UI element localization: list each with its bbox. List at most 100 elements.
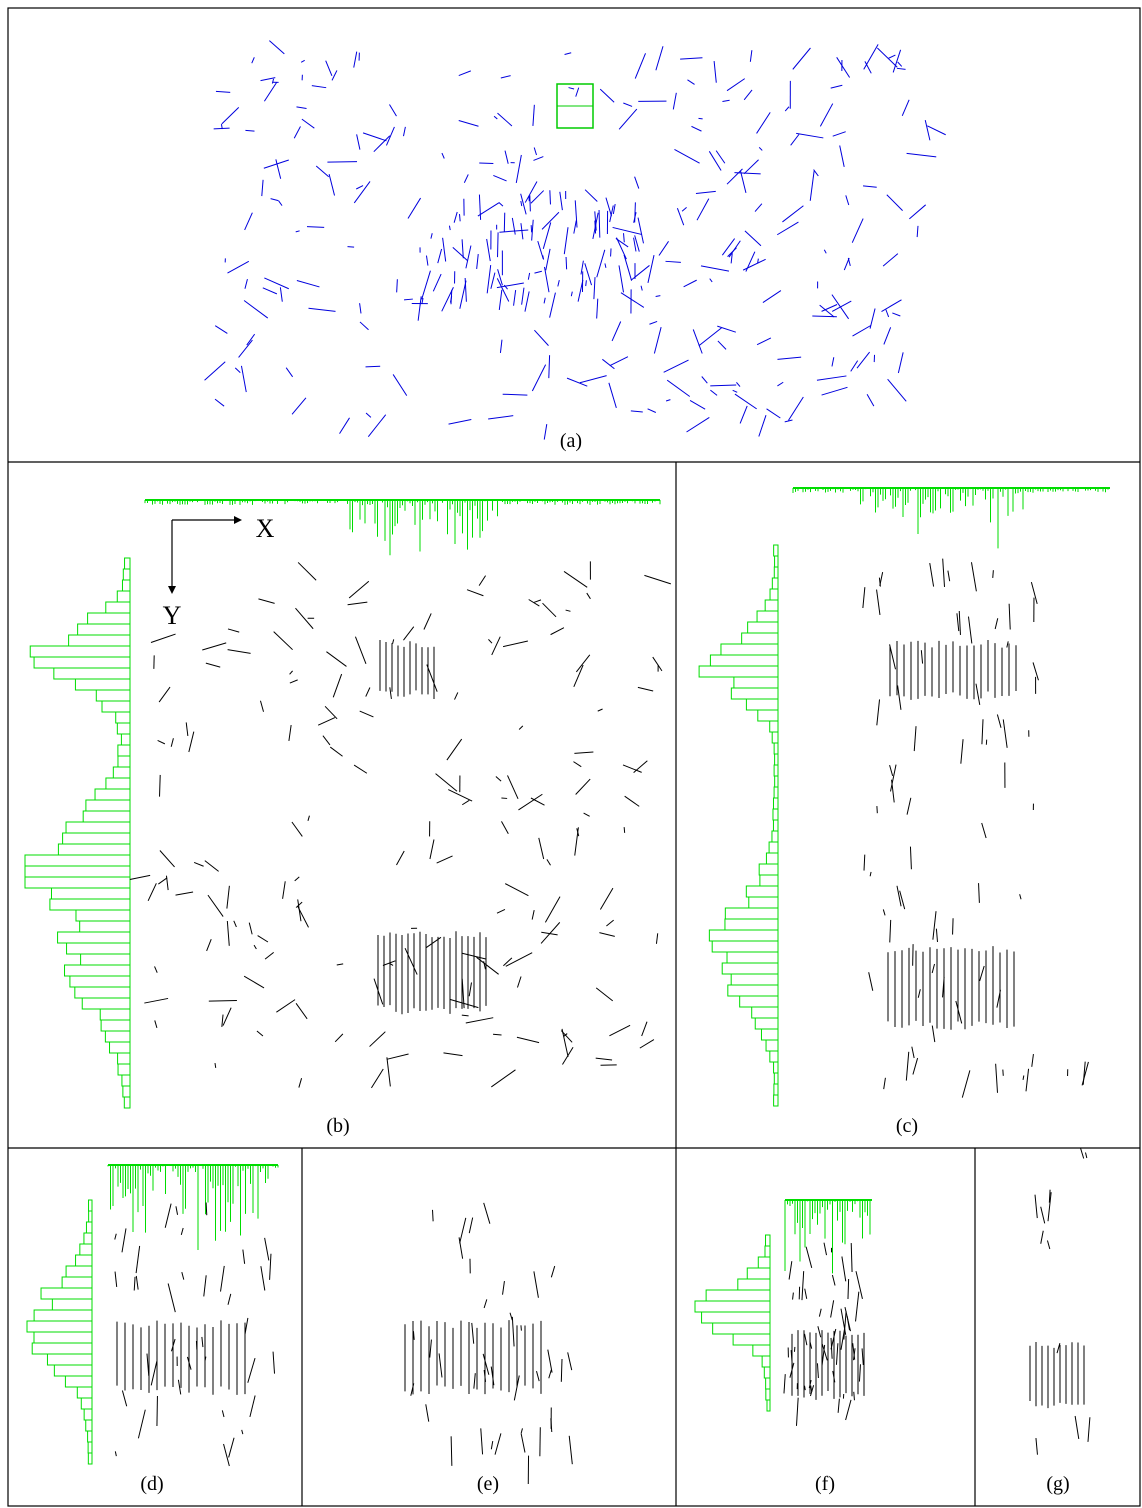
edge-fragment bbox=[575, 87, 580, 97]
edge-fragment bbox=[1034, 1194, 1038, 1219]
edge-fragment bbox=[226, 885, 230, 909]
edge-fragment bbox=[584, 263, 593, 286]
edge-fragment bbox=[288, 725, 292, 741]
edge-fragment bbox=[241, 1429, 244, 1435]
edge-fragment bbox=[478, 194, 482, 220]
edge-fragment bbox=[633, 237, 637, 252]
edge-fragment bbox=[261, 179, 264, 197]
edge-fragment bbox=[207, 894, 224, 917]
edge-fragment bbox=[899, 890, 906, 910]
edge-fragment bbox=[901, 99, 910, 117]
edge-fragment bbox=[477, 202, 500, 217]
edge-fragment bbox=[695, 190, 716, 195]
edge-fragment bbox=[956, 613, 960, 632]
histogram-bin bbox=[771, 577, 779, 590]
edge-fragment bbox=[181, 1272, 185, 1280]
edge-fragment bbox=[609, 1024, 631, 1037]
histogram-bin bbox=[769, 1050, 779, 1063]
histogram-bin bbox=[117, 744, 131, 757]
histogram-bin bbox=[26, 1320, 93, 1333]
histogram-bin bbox=[758, 863, 779, 876]
edge-fragment bbox=[114, 1451, 117, 1457]
edge-fragment bbox=[970, 562, 977, 592]
edge-fragment bbox=[542, 255, 545, 260]
histogram-bin bbox=[80, 953, 131, 966]
edge-fragment bbox=[1040, 1206, 1046, 1224]
edge-fragment bbox=[717, 325, 737, 333]
edge-fragment bbox=[647, 255, 655, 283]
edge-fragment bbox=[1079, 1147, 1085, 1159]
edge-fragment bbox=[756, 112, 771, 134]
histogram-bin bbox=[737, 1278, 771, 1291]
edge-fragment bbox=[509, 1312, 513, 1321]
edge-fragment bbox=[256, 1030, 264, 1037]
edge-fragment bbox=[348, 580, 370, 599]
histogram-bin bbox=[75, 1254, 93, 1267]
edge-fragment bbox=[821, 304, 838, 312]
edge-fragment bbox=[289, 670, 293, 675]
histogram-bin bbox=[80, 1397, 93, 1410]
edge-fragment bbox=[599, 88, 615, 103]
edge-fragment bbox=[698, 117, 703, 120]
histogram-bin bbox=[65, 821, 131, 834]
edge-fragment bbox=[640, 285, 643, 291]
histogram-bin bbox=[121, 1074, 131, 1087]
histogram-bin bbox=[117, 1063, 131, 1076]
edge-fragment bbox=[458, 1237, 464, 1259]
edge-fragment bbox=[883, 1077, 886, 1090]
edge-fragment bbox=[978, 883, 980, 903]
histogram-bin bbox=[79, 1243, 93, 1256]
edge-fragment bbox=[821, 1343, 828, 1361]
edge-fragment bbox=[701, 376, 708, 384]
edge-fragment bbox=[272, 1351, 276, 1374]
histogram-bin bbox=[757, 709, 779, 722]
edge-fragment bbox=[889, 919, 892, 943]
edge-fragment bbox=[881, 299, 902, 312]
edge-fragment bbox=[463, 174, 469, 183]
edge-fragment bbox=[154, 1020, 158, 1028]
edge-fragment bbox=[573, 664, 584, 688]
histogram-bin bbox=[726, 951, 779, 964]
edge-fragment bbox=[819, 304, 835, 318]
edge-fragment bbox=[369, 1031, 386, 1047]
edge-fragment bbox=[331, 70, 338, 81]
edge-fragment bbox=[157, 739, 166, 745]
edge-fragment bbox=[227, 1293, 232, 1305]
histogram-bin bbox=[760, 1028, 779, 1041]
edge-fragment bbox=[159, 850, 175, 868]
edge-fragment bbox=[435, 773, 458, 792]
edge-fragment bbox=[708, 151, 722, 171]
edge-fragment bbox=[652, 656, 663, 672]
edge-fragment bbox=[158, 686, 171, 703]
edge-fragment bbox=[354, 636, 367, 665]
edge-fragment bbox=[550, 627, 565, 636]
edge-fragment bbox=[995, 1063, 998, 1093]
edge-fragment bbox=[573, 761, 582, 768]
edge-fragment bbox=[449, 295, 453, 303]
edge-fragment bbox=[758, 147, 763, 151]
edge-fragment bbox=[452, 246, 468, 262]
edge-fragment bbox=[392, 639, 395, 644]
arrow-head bbox=[168, 586, 176, 594]
edge-fragment bbox=[981, 822, 987, 839]
edge-fragment bbox=[1074, 1415, 1080, 1440]
histogram-bin bbox=[769, 720, 779, 733]
edge-fragment bbox=[1022, 1075, 1025, 1080]
edge-fragment bbox=[599, 932, 615, 937]
edge-fragment bbox=[300, 59, 305, 63]
edge-fragment bbox=[758, 415, 767, 437]
histogram-bin bbox=[115, 711, 131, 724]
edge-fragment bbox=[389, 104, 397, 117]
edge-fragment bbox=[479, 162, 494, 165]
edge-fragment bbox=[565, 257, 568, 270]
edge-fragment bbox=[855, 1271, 863, 1299]
edge-fragment bbox=[503, 284, 508, 290]
edge-fragment bbox=[245, 129, 255, 132]
edge-fragment bbox=[887, 378, 907, 402]
edge-fragment bbox=[233, 920, 237, 928]
edge-fragment bbox=[275, 159, 282, 179]
edge-fragment bbox=[496, 278, 510, 302]
edge-fragment bbox=[869, 871, 872, 877]
edge-fragment bbox=[710, 384, 737, 387]
edge-fragment bbox=[402, 126, 406, 137]
